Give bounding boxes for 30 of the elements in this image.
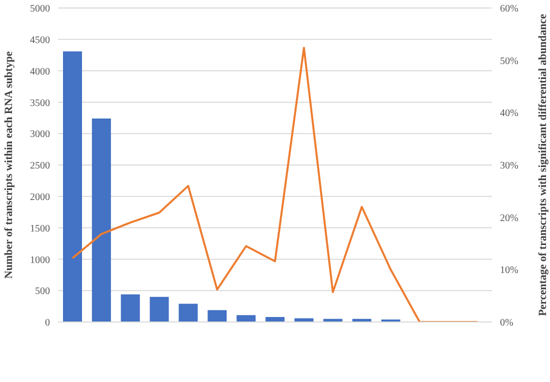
y2-tick-label: 10%: [500, 265, 518, 276]
line-series: [71, 46, 479, 322]
bar: [150, 296, 169, 322]
y2-tick-label: 20%: [500, 212, 518, 224]
y2-tick-label: 30%: [500, 160, 518, 172]
bar: [266, 316, 285, 322]
y-tick-label: 2500: [30, 160, 50, 172]
y-tick-label: 0: [45, 318, 50, 329]
bar: [92, 118, 111, 322]
y-tick-label: 3500: [30, 98, 50, 109]
y-tick-label: 4500: [30, 34, 50, 46]
bar: [208, 310, 227, 322]
y-tick-label: 1500: [30, 223, 50, 234]
y2-tick-label: 40%: [500, 108, 518, 120]
bar: [178, 304, 198, 322]
bar: [120, 294, 140, 322]
y-tick-label: 1000: [30, 254, 50, 266]
bar: [294, 318, 314, 322]
bar: [63, 51, 82, 322]
y-tick-label: 2000: [30, 192, 50, 203]
y-tick-label: 3000: [30, 129, 50, 140]
y2-tick-label: 50%: [500, 56, 518, 67]
y2-axis-title: Percentage of transcripts with significant differential abundance: [536, 14, 549, 316]
y-axis-title: Number of transcripts within each RNA subtype: [2, 51, 15, 279]
y-tick-label: 5000: [30, 4, 50, 15]
y-tick-label: 4000: [30, 66, 50, 78]
bar: [236, 315, 256, 322]
y-tick-label: 500: [35, 286, 50, 298]
y2-tick-label: 0%: [500, 318, 514, 329]
y2-tick-label: 60%: [500, 4, 518, 15]
